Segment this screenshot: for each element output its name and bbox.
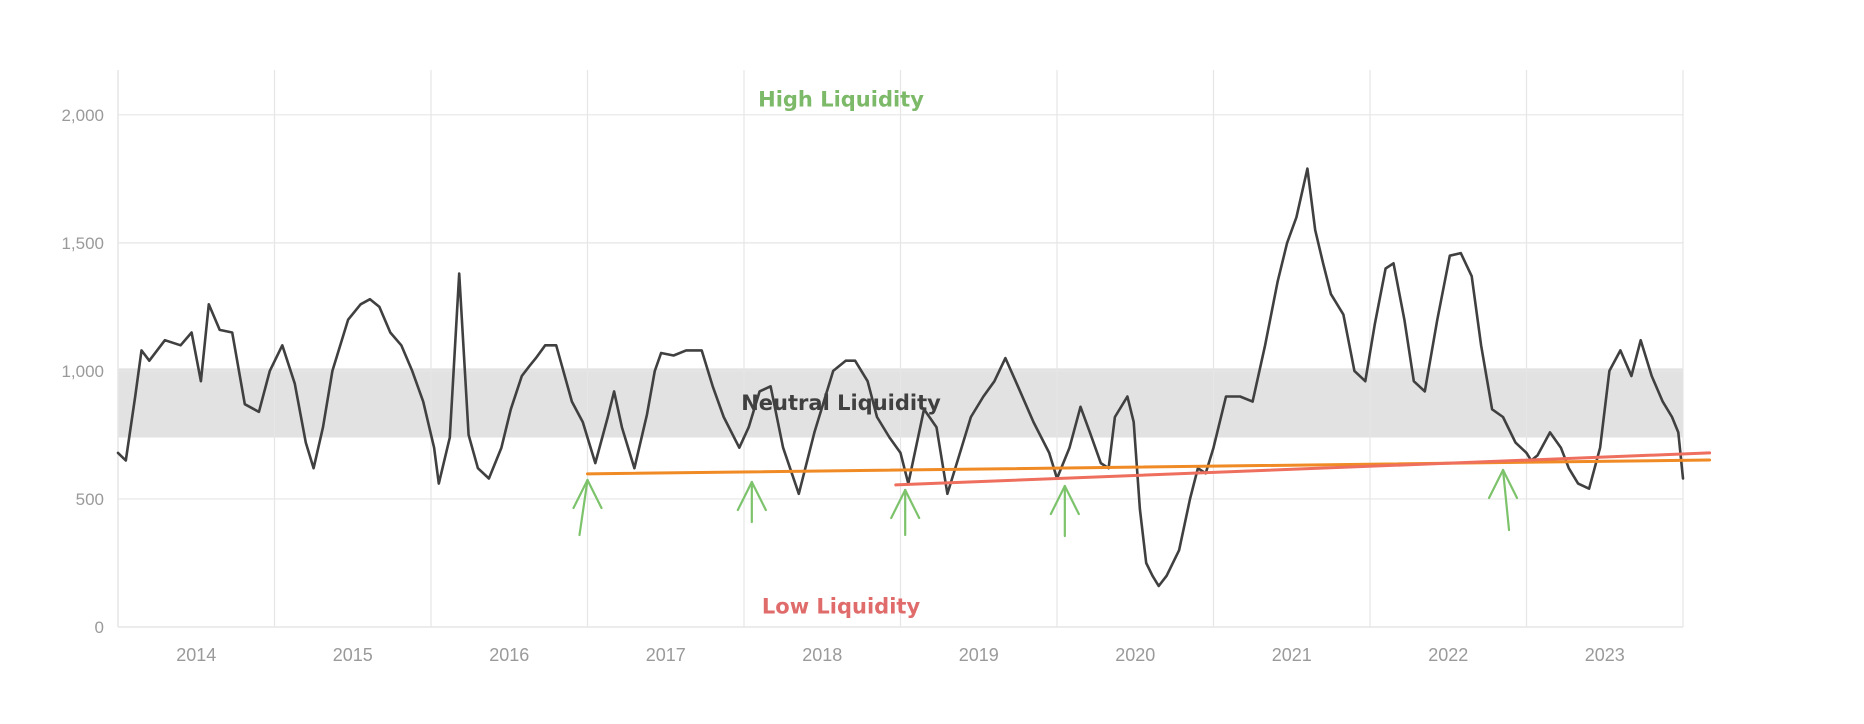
x-tick-label: 2019 [959,645,999,665]
high-liquidity-label: High Liquidity [758,87,924,111]
x-tick-label: 2014 [176,645,216,665]
y-tick-label: 2,000 [61,106,104,125]
arrow-marker-icon [890,488,921,537]
x-tick-label: 2016 [489,645,529,665]
trend-line-red [894,451,1712,487]
arrow-marker-icon [1487,468,1519,532]
x-tick-label: 2020 [1115,645,1155,665]
series-layer [116,167,1712,588]
vertical-gridlines [273,70,1684,627]
y-tick-label: 1,000 [61,362,104,381]
y-tick-label: 0 [95,618,104,637]
y-tick-label: 1,500 [61,234,104,253]
y-tick-label: 500 [76,490,104,509]
x-tick-label: 2018 [802,645,842,665]
arrow-marker-icon [1049,484,1080,538]
x-tick-label: 2021 [1272,645,1312,665]
liquidity-line [116,167,1685,588]
x-tick-label: 2015 [333,645,373,665]
annotations: High Liquidity Low Liquidity Neutral Liq… [741,87,941,618]
low-liquidity-label: Low Liquidity [762,595,921,619]
trend-line-orange [586,458,1712,476]
x-axis-ticks: 2014 2015 2016 2017 2018 2019 2020 2021 2022 2023 [176,645,1625,665]
x-tick-label: 2017 [646,645,686,665]
arrow-marker-icon [572,478,603,537]
arrow-markers [572,468,1519,538]
y-axis-ticks: 0 500 1,000 1,500 2,000 [61,106,104,637]
arrow-marker-icon [736,480,767,524]
x-tick-label: 2022 [1428,645,1468,665]
x-tick-label: 2023 [1585,645,1625,665]
neutral-liquidity-label: Neutral Liquidity [741,391,941,415]
